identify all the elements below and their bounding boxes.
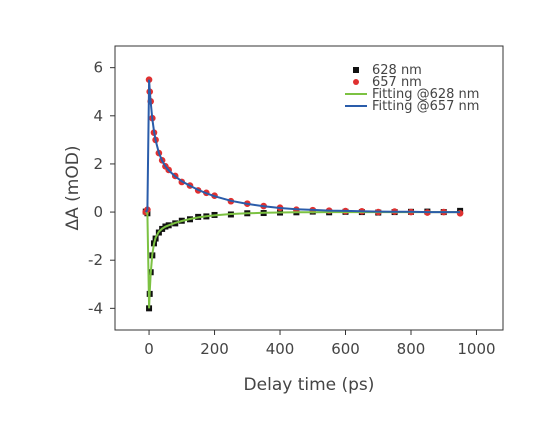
legend-marker [353,79,359,85]
y-tick-label: -4 [88,299,103,317]
y-axis-label: ΔA (mOD) [63,146,83,231]
legend-label: Fitting @628 nm [372,87,479,102]
plot-frame [114,45,504,331]
legend-marker [353,67,359,73]
x-tick-label: 600 [331,340,360,358]
x-tick-label: 1000 [457,340,495,358]
legend-label: 628 nm [372,63,422,78]
x-tick-label: 400 [266,340,295,358]
x-tick-label: 200 [200,340,229,358]
legend-label: Fitting @657 nm [372,99,479,114]
x-tick-label: 800 [397,340,426,358]
y-tick-label: 4 [93,107,103,125]
data-point [456,209,464,217]
y-tick-label: 0 [93,203,103,221]
y-tick-label: -2 [88,251,103,269]
x-tick-label: 0 [144,340,154,358]
data-point [146,305,153,312]
y-tick-label: 6 [93,59,103,77]
y-tick-label: 2 [93,155,103,173]
legend-label: 657 nm [372,75,422,90]
fit-line [144,79,461,214]
x-axis-label: Delay time (ps) [244,375,375,395]
fit-line [145,211,461,309]
